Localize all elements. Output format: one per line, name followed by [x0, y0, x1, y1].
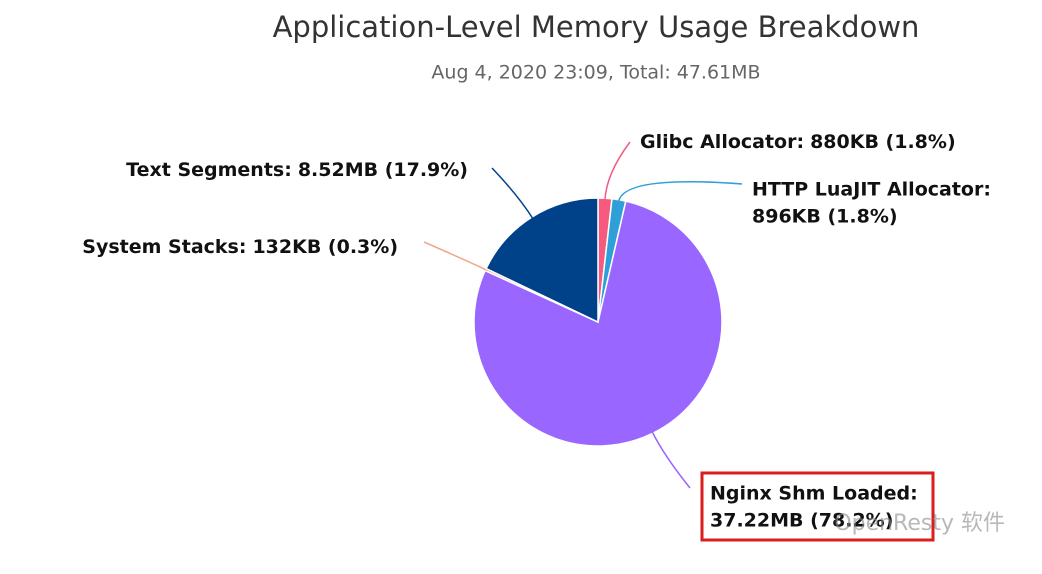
data-label: Text Segments: 8.52MB (17.9%) [126, 159, 468, 181]
data-label: 896KB (1.8%) [752, 206, 898, 228]
leader-line [491, 167, 534, 220]
data-label: System Stacks: 132KB (0.3%) [82, 236, 398, 258]
data-label: Nginx Shm Loaded: [710, 483, 918, 505]
category-name: Text Segments: [126, 159, 292, 181]
value-label: 880KB (1.8%) [810, 131, 956, 153]
leader-line [651, 431, 691, 489]
leader-line [423, 241, 488, 272]
chart-subtitle: Aug 4, 2020 23:09, Total: 47.61MB [431, 62, 760, 84]
data-label: 37.22MB (78.2%) [710, 510, 893, 532]
highlight-box [700, 471, 935, 542]
leader-line [604, 141, 631, 201]
data-label: HTTP LuaJIT Allocator: [752, 179, 991, 201]
data-label: Glibc Allocator: 880KB (1.8%) [640, 131, 956, 153]
leader-line [617, 181, 743, 202]
value-label: 132KB (0.3%) [252, 236, 398, 258]
category-name: Glibc Allocator: [640, 131, 804, 153]
value-label: 8.52MB (17.9%) [298, 159, 468, 181]
category-name: System Stacks: [82, 236, 246, 258]
watermark: OpenResty 软件 [834, 511, 1005, 536]
chart-title: Application-Level Memory Usage Breakdown [273, 10, 920, 44]
